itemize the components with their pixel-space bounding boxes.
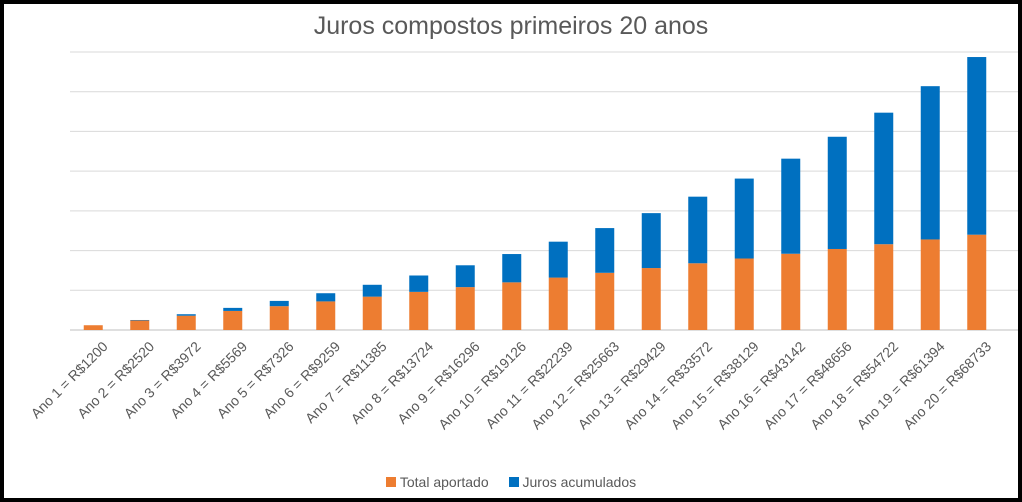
legend-label-total-aportado: Total aportado — [399, 474, 489, 490]
x-tick-label: Ano 12 = R$25663 — [528, 338, 622, 432]
bar-total-aportado — [223, 310, 243, 330]
x-tick-label: Ano 17 = R$48656 — [761, 338, 855, 432]
bar-juros-acumulados — [316, 293, 336, 302]
legend: Total aportado Juros acumulados — [4, 474, 1018, 490]
bar-juros-acumulados — [223, 307, 243, 311]
x-tick-label: Ano 1 = R$1200 — [28, 338, 111, 421]
x-tick-label: Ano 20 = R$68733 — [900, 338, 994, 432]
bar-total-aportado — [269, 306, 289, 330]
bar-total-aportado — [920, 239, 940, 330]
x-tick-label: Ano 11 = R$22239 — [482, 338, 576, 432]
legend-item-juros-acumulados: Juros acumulados — [508, 474, 637, 490]
bar-juros-acumulados — [688, 196, 708, 264]
bars — [83, 57, 987, 330]
chart-frame: Juros compostos primeiros 20 anos Ano 1 … — [4, 4, 1018, 498]
bar-juros-acumulados — [455, 265, 475, 288]
chart-title: Juros compostos primeiros 20 anos — [313, 12, 709, 40]
bar-juros-acumulados — [920, 86, 940, 240]
bar-total-aportado — [874, 244, 894, 330]
legend-item-total-aportado: Total aportado — [385, 474, 489, 490]
bar-juros-acumulados — [734, 178, 754, 259]
bar-total-aportado — [362, 296, 382, 330]
x-tick-label: Ano 19 = R$61394 — [854, 338, 948, 432]
bar-juros-acumulados — [967, 57, 987, 235]
bar-juros-acumulados — [502, 254, 522, 283]
legend-swatch-blue — [508, 477, 519, 487]
bar-total-aportado — [734, 258, 754, 330]
bar-total-aportado — [967, 234, 987, 330]
bar-juros-acumulados — [176, 314, 196, 316]
bar-total-aportado — [827, 248, 847, 330]
bar-juros-acumulados — [874, 112, 894, 245]
bar-total-aportado — [409, 291, 429, 330]
bar-total-aportado — [595, 272, 615, 330]
x-tick-label: Ano 16 = R$43142 — [714, 338, 808, 432]
x-tick-label: Ano 7 = R$11385 — [302, 338, 390, 426]
x-tick-label: Ano 15 = R$38129 — [668, 338, 762, 432]
bar-juros-acumulados — [362, 284, 382, 297]
bar-total-aportado — [548, 277, 568, 330]
legend-label-juros-acumulados: Juros acumulados — [522, 474, 637, 490]
bar-juros-acumulados — [269, 300, 289, 307]
x-tick-label: Ano 8 = R$13724 — [348, 338, 437, 427]
x-tick-label: Ano 18 = R$54722 — [807, 338, 901, 432]
bar-juros-acumulados — [781, 158, 801, 254]
bar-total-aportado — [455, 287, 475, 330]
bar-total-aportado — [316, 301, 336, 330]
bar-juros-acumulados — [595, 228, 615, 273]
bar-total-aportado — [688, 263, 708, 330]
x-tick-label: Ano 13 = R$29429 — [575, 338, 669, 432]
x-tick-label: Ano 9 = R$16296 — [394, 338, 483, 427]
bar-juros-acumulados — [548, 241, 568, 278]
bar-total-aportado — [176, 315, 196, 330]
bar-total-aportado — [83, 325, 103, 330]
legend-swatch-orange — [385, 477, 396, 487]
bar-total-aportado — [781, 253, 801, 330]
bar-total-aportado — [130, 320, 150, 330]
bar-juros-acumulados — [827, 136, 847, 249]
bar-total-aportado — [641, 268, 661, 330]
x-tick-label: Ano 14 = R$33572 — [621, 338, 715, 432]
bar-total-aportado — [502, 282, 522, 330]
x-tick-label: Ano 10 = R$19126 — [435, 338, 529, 432]
bar-juros-acumulados — [409, 275, 429, 292]
bar-juros-acumulados — [641, 213, 661, 269]
